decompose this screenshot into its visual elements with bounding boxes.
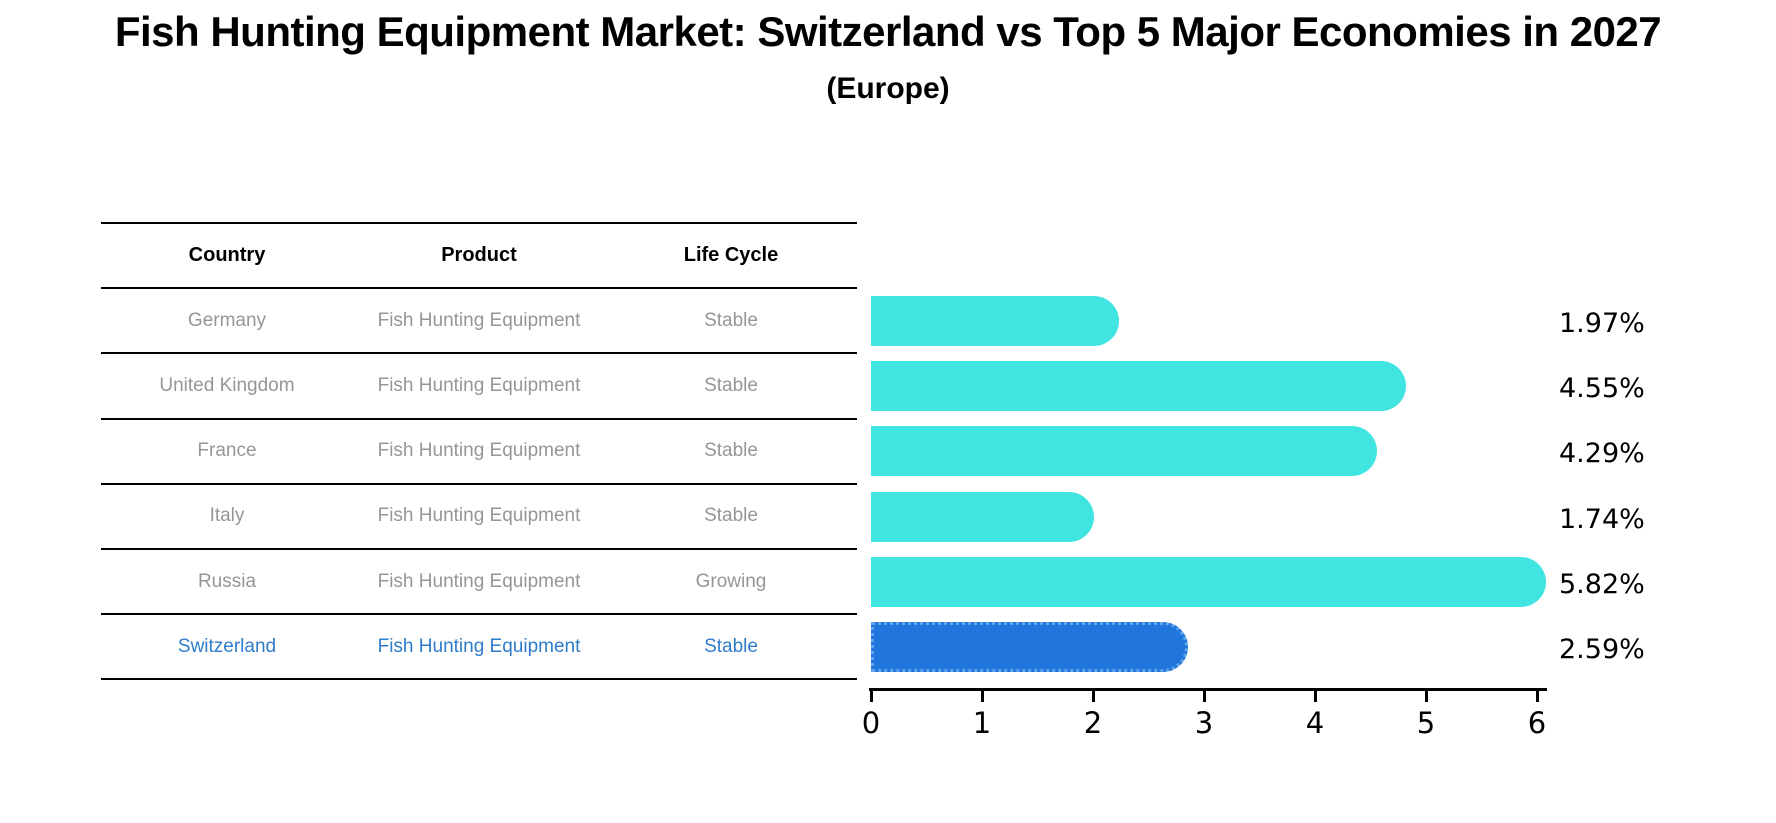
country-cell: United Kingdom — [159, 374, 295, 396]
value-label-italy: 1.74% — [1559, 503, 1645, 535]
life-cycle-cell: Stable — [704, 505, 758, 527]
column-header: Product — [441, 244, 517, 267]
x-tick-mark-3 — [1202, 691, 1206, 702]
x-tick-label-1: 1 — [972, 706, 992, 740]
x-tick-mark-1 — [980, 691, 984, 702]
value-label-germany: 1.97% — [1559, 308, 1645, 340]
bar-switzerland — [871, 621, 1189, 672]
product-cell: Fish Hunting Equipment — [377, 635, 581, 657]
x-tick-mark-2 — [1091, 691, 1095, 702]
product-cell: Fish Hunting Equipment — [377, 505, 581, 527]
value-label-united-kingdom: 4.55% — [1559, 373, 1645, 405]
bar-italy — [871, 491, 1094, 542]
product-cell: Fish Hunting Equipment — [377, 440, 581, 462]
x-axis-line — [869, 688, 1547, 691]
country-cell: Russia — [197, 570, 257, 592]
country-cell: Germany — [187, 309, 267, 331]
comparison-table: Country Product Life Cycle Germany Fish Hunt… — [101, 222, 857, 681]
x-tick-label-2: 2 — [1083, 706, 1103, 740]
table-row-russia: Russia Fish Hunting Equipment Growing — [101, 550, 857, 616]
bar-germany — [871, 296, 1120, 347]
x-tick-label-6: 6 — [1527, 706, 1547, 740]
x-tick-mark-5 — [1424, 691, 1428, 702]
table-header-row: Country Product Life Cycle — [101, 224, 857, 290]
life-cycle-cell: Growing — [695, 570, 767, 592]
life-cycle-cell: Stable — [704, 309, 758, 331]
column-header: Life Cycle — [683, 244, 779, 267]
x-tick-label-3: 3 — [1194, 706, 1214, 740]
x-tick-mark-0 — [869, 691, 873, 702]
value-label-russia: 5.82% — [1559, 568, 1645, 600]
x-tick-label-0: 0 — [861, 706, 881, 740]
product-cell: Fish Hunting Equipment — [377, 309, 581, 331]
x-tick-mark-6 — [1535, 691, 1539, 702]
life-cycle-cell: Stable — [704, 440, 758, 462]
country-cell: France — [197, 440, 257, 462]
life-cycle-cell: Stable — [704, 635, 758, 657]
chart-subtitle: (Europe) — [826, 72, 950, 105]
bar-united-kingdom — [871, 361, 1406, 412]
country-cell: Switzerland — [177, 635, 277, 657]
product-cell: Fish Hunting Equipment — [377, 374, 581, 396]
chart-title: Fish Hunting Equipment Market: Switzerla… — [114, 8, 1662, 55]
table-row-italy: Italy Fish Hunting Equipment Stable — [101, 485, 857, 550]
x-tick-mark-4 — [1313, 691, 1317, 702]
bar-france — [871, 426, 1377, 477]
x-tick-label-5: 5 — [1416, 706, 1436, 740]
value-label-switzerland: 2.59% — [1559, 633, 1645, 665]
table-row-united-kingdom: United Kingdom Fish Hunting Equipment Stab… — [101, 354, 857, 420]
table-row-france: France Fish Hunting Equipment Stable — [101, 420, 857, 485]
x-tick-label-4: 4 — [1305, 706, 1325, 740]
country-cell: Italy — [209, 505, 245, 527]
product-cell: Fish Hunting Equipment — [377, 570, 581, 592]
value-label-france: 4.29% — [1559, 438, 1645, 470]
bar-russia — [871, 556, 1547, 607]
life-cycle-cell: Stable — [704, 374, 758, 396]
column-header: Country — [188, 244, 266, 267]
table-row-germany: Germany Fish Hunting Equipment Stable — [101, 289, 857, 355]
table-row-switzerland: Switzerland Fish Hunting Equipment Stable — [101, 615, 857, 681]
